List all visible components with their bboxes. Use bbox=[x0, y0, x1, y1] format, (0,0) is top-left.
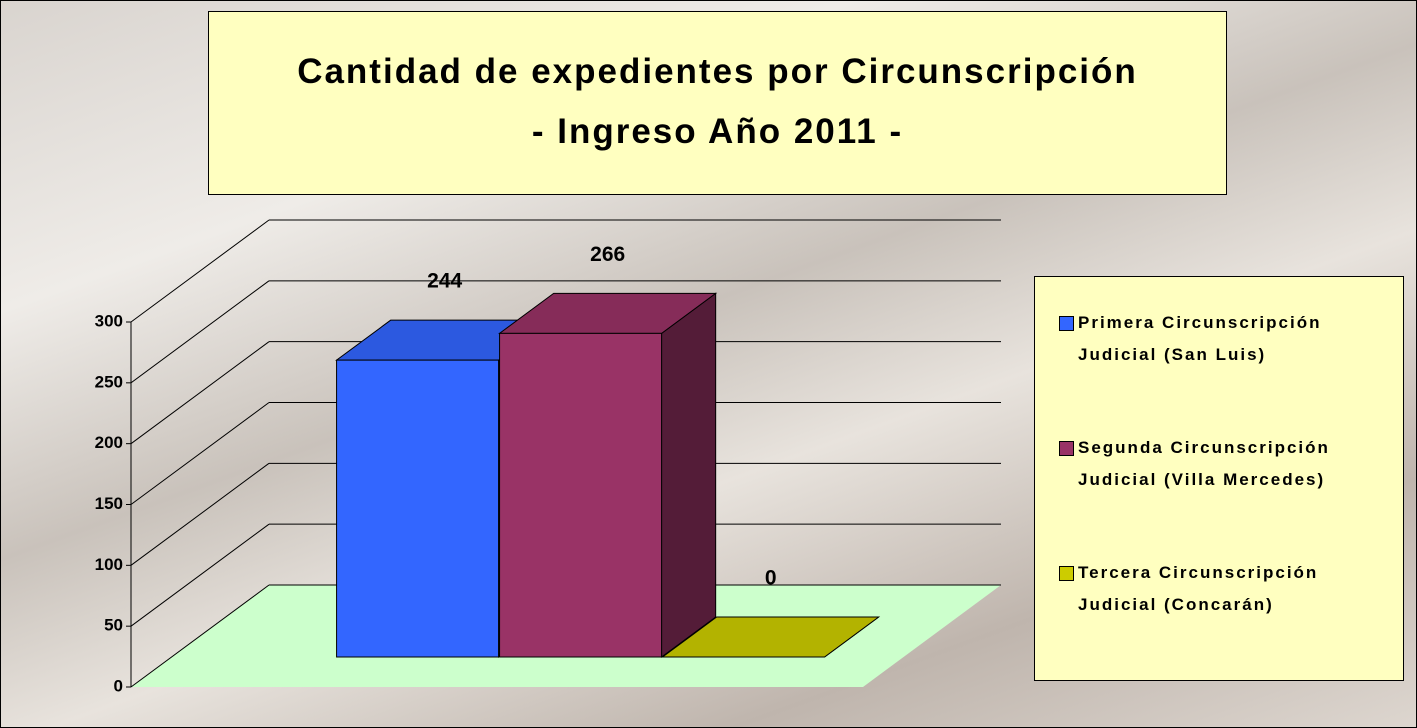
bar bbox=[500, 333, 662, 657]
legend-swatch bbox=[1059, 441, 1074, 456]
y-tick-label: 150 bbox=[95, 494, 123, 513]
chart-subtitle: - Ingreso Año 2011 - bbox=[209, 102, 1226, 162]
legend: Primera Circunscripción Judicial (San Lu… bbox=[1034, 276, 1404, 681]
y-tick-label: 50 bbox=[104, 616, 123, 635]
grid-line bbox=[131, 342, 269, 444]
y-tick-label: 200 bbox=[95, 433, 123, 452]
legend-label: Primera Circunscripción Judicial (San Lu… bbox=[1078, 307, 1393, 371]
legend-entry: Tercera Circunscripción Judicial (Concar… bbox=[1059, 557, 1393, 682]
grid-line bbox=[131, 220, 269, 322]
y-tick-label: 250 bbox=[95, 372, 123, 391]
title-box: Cantidad de expedientes por Circunscripc… bbox=[208, 11, 1227, 195]
legend-entry: Primera Circunscripción Judicial (San Lu… bbox=[1059, 307, 1393, 432]
legend-swatch bbox=[1059, 316, 1074, 331]
bar-side-shade bbox=[662, 293, 716, 657]
chart: 0 50 100 150 200 250 300 244 266 0 Cantidad de ex… bbox=[0, 0, 1417, 728]
data-label: 244 bbox=[427, 270, 462, 293]
grid-line bbox=[131, 281, 269, 383]
data-label: 0 bbox=[765, 567, 777, 590]
chart-title: Cantidad de expedientes por Circunscripc… bbox=[209, 42, 1226, 102]
grid-line bbox=[131, 403, 269, 505]
legend-label: Tercera Circunscripción Judicial (Concar… bbox=[1078, 557, 1393, 621]
y-tick-label: 100 bbox=[95, 555, 123, 574]
bar bbox=[337, 360, 499, 657]
legend-label: Segunda Circunscripción Judicial (Villa … bbox=[1078, 432, 1393, 496]
legend-swatch bbox=[1059, 566, 1074, 581]
y-tick-label: 0 bbox=[114, 676, 123, 695]
y-tick-label: 300 bbox=[95, 311, 123, 330]
grid-line bbox=[131, 463, 269, 565]
data-label: 266 bbox=[590, 243, 625, 266]
legend-entry: Segunda Circunscripción Judicial (Villa … bbox=[1059, 432, 1393, 557]
